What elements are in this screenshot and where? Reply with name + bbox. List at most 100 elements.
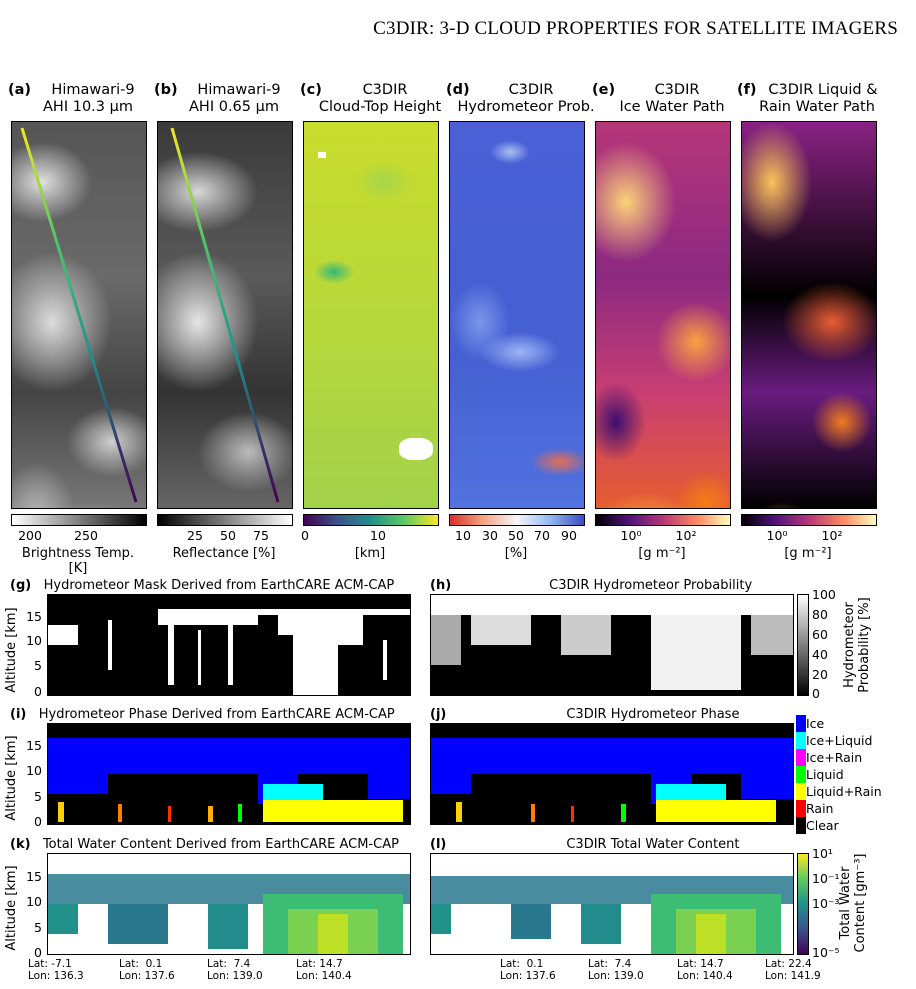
panel-a-image [11, 121, 147, 509]
section-g-title: (g) Hydrometeor Mask Derived from EarthC… [10, 578, 395, 593]
legend-label-rain: Rain [806, 801, 834, 816]
legend-label-liquid: Liquid [806, 767, 844, 782]
panel-d-title: (d) C3DIR Hydrometeor Prob. [446, 82, 595, 115]
legend-swatch-ice [796, 715, 806, 732]
prob-colorbar-tick: 80 [812, 607, 828, 622]
panel-c-colorbar-label: [km] [354, 546, 386, 561]
y-tick: 0 [34, 945, 42, 960]
panel-d-colorbar-label: [%] [504, 546, 528, 561]
legend-label-ice: Ice [806, 716, 825, 731]
x-tick-left: Lat: 7.4 Lon: 139.0 [207, 958, 263, 982]
panel-b-tick: 75 [253, 528, 269, 543]
x-tick-left: Lat: -7.1 Lon: 136.3 [28, 958, 84, 982]
twc-colorbar-tick: 10⁻¹ [812, 871, 840, 886]
panel-d-colorbar [449, 514, 585, 526]
panel-d-image [449, 121, 585, 509]
panel-a-tick: 200 [18, 528, 42, 543]
panel-f-colorbar [741, 514, 877, 526]
panel-e-tick: 10⁰ [620, 528, 642, 543]
panel-a-title: (a) Himawari-9 AHI 10.3 μm [8, 82, 135, 115]
x-tick-left: Lat: 14.7 Lon: 140.4 [296, 958, 352, 982]
x-tick-right: Lat: 22.4 Lon: 141.9 [765, 958, 821, 982]
prob-colorbar [797, 594, 809, 696]
panel-a-colorbar-label: Brightness Temp. [K] [21, 546, 135, 576]
panel-f-tick: 10² [821, 528, 843, 543]
y-tick: 5 [34, 920, 42, 935]
panel-b-colorbar [157, 514, 293, 526]
legend-label-liquid-rain: Liquid+Rain [806, 784, 882, 799]
prob-colorbar-tick: 100 [812, 587, 836, 602]
y-tick: 5 [34, 789, 42, 804]
y-tick: 0 [34, 814, 42, 829]
prob-colorbar-tick: 40 [812, 647, 828, 662]
altitude-axis-label-i: Altitude [km] [4, 735, 19, 821]
panel-d-tick: 90 [561, 528, 577, 543]
y-tick: 15 [26, 869, 42, 884]
legend-swatch-ice-rain [796, 749, 806, 766]
section-l-title: (l) C3DIR Total Water Content [430, 837, 740, 852]
x-tick-right: Lat: 14.7 Lon: 140.4 [677, 958, 733, 982]
running-head: C3DIR: 3-D CLOUD PROPERTIES FOR SATELLIT… [373, 18, 898, 39]
section-k-title: (k) Total Water Content Derived from Ear… [10, 837, 399, 852]
twc-colorbar-label: Total Water Content [gm⁻³] [838, 853, 868, 953]
y-tick: 15 [26, 738, 42, 753]
y-tick: 0 [34, 684, 42, 699]
y-tick: 10 [26, 633, 42, 648]
panel-c-title: (c) C3DIR Cloud-Top Height [300, 82, 442, 115]
panel-b-colorbar-label: Reflectance [%] [172, 546, 276, 561]
y-tick: 10 [26, 763, 42, 778]
panel-b-tick: 25 [187, 528, 203, 543]
panel-c-tick: 0 [301, 528, 309, 543]
section-i-plot [47, 723, 411, 825]
panel-e-tick: 10² [675, 528, 697, 543]
panel-e-colorbar [595, 514, 731, 526]
section-h-plot [430, 594, 794, 696]
section-j-title: (j) C3DIR Hydrometeor Phase [430, 707, 740, 722]
twc-colorbar-tick: 10⁻³ [812, 896, 840, 911]
panel-b-image [157, 121, 293, 509]
panel-a-tick: 250 [74, 528, 98, 543]
legend-swatch-liquid [796, 766, 806, 783]
panel-c-tick: 10 [370, 528, 386, 543]
panel-b-tick: 50 [220, 528, 236, 543]
panel-c-colorbar [303, 514, 439, 526]
section-l-plot [430, 853, 794, 955]
legend-label-clear: Clear [806, 818, 839, 833]
panel-e-colorbar-label: [g m⁻²] [638, 546, 686, 561]
twc-colorbar [797, 853, 809, 955]
panel-a-colorbar [11, 514, 147, 526]
panel-c-image [303, 121, 439, 509]
legend-label-ice-rain: Ice+Rain [806, 750, 863, 765]
twc-colorbar-tick: 10¹ [812, 846, 833, 861]
panel-e-image [595, 121, 731, 509]
panel-b-title: (b) Himawari-9 AHI 0.65 μm [154, 82, 281, 115]
y-tick: 5 [34, 658, 42, 673]
prob-colorbar-tick: 60 [812, 627, 828, 642]
legend-swatch-ice-liquid [796, 732, 806, 749]
x-tick-left: Lat: 0.1 Lon: 137.6 [119, 958, 175, 982]
panel-d-tick: 70 [534, 528, 550, 543]
panel-f-image [741, 121, 877, 509]
panel-f-tick: 10⁰ [766, 528, 788, 543]
legend-swatch-liquid-rain [796, 783, 806, 800]
prob-colorbar-label: Hydrometeor Probability [%] [842, 597, 872, 693]
x-tick-right: Lat: 7.4 Lon: 139.0 [588, 958, 644, 982]
y-tick: 10 [26, 894, 42, 909]
panel-f-colorbar-label: [g m⁻²] [784, 546, 832, 561]
prob-colorbar-tick: 20 [812, 667, 828, 682]
prob-colorbar-tick: 0 [812, 686, 820, 701]
section-j-plot [430, 723, 794, 825]
section-g-plot [47, 594, 411, 696]
section-k-plot [47, 853, 411, 955]
panel-d-tick: 50 [508, 528, 524, 543]
legend-swatch-clear [796, 817, 806, 834]
panel-d-tick: 10 [455, 528, 471, 543]
legend-label-ice-liquid: Ice+Liquid [806, 733, 873, 748]
section-i-title: (i) Hydrometeor Phase Derived from Earth… [10, 707, 395, 722]
panel-d-tick: 30 [482, 528, 498, 543]
altitude-axis-label-k: Altitude [km] [4, 865, 19, 951]
section-h-title: (h) C3DIR Hydrometeor Probability [430, 578, 753, 593]
y-tick: 15 [26, 609, 42, 624]
altitude-axis-label-g: Altitude [km] [4, 607, 19, 693]
x-tick-right: Lat: 0.1 Lon: 137.6 [500, 958, 556, 982]
